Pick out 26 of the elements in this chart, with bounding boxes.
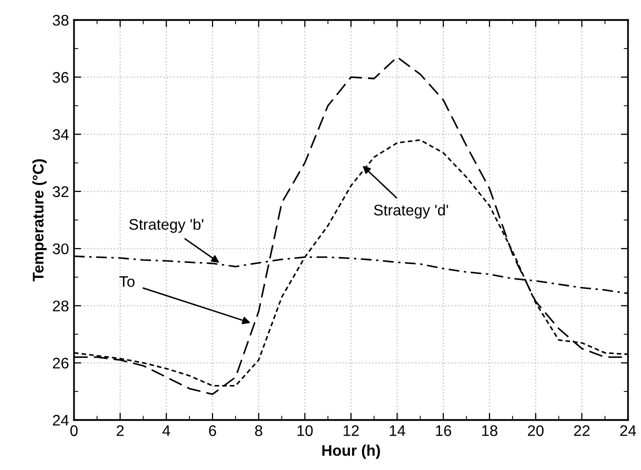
x-tick-label: 10 xyxy=(298,425,313,436)
x-tick-label: 14 xyxy=(390,425,406,436)
y-tick-label: 36 xyxy=(52,72,68,83)
x-tick-label: 0 xyxy=(70,425,78,436)
x-tick-label: 6 xyxy=(209,425,216,436)
x-tick-label: 18 xyxy=(482,425,498,436)
y-tick-label: 34 xyxy=(52,129,69,140)
annotation: To xyxy=(119,276,135,287)
y-axis-title: Temperature (°C) xyxy=(32,159,47,282)
x-tick-label: 22 xyxy=(574,425,590,436)
annotation: Strategy 'b' xyxy=(129,218,204,233)
x-tick-label: 12 xyxy=(344,425,359,436)
x-tick-label: 20 xyxy=(528,425,544,436)
x-tick-label: 4 xyxy=(162,425,170,436)
y-tick-label: 26 xyxy=(52,358,68,369)
y-tick-label: 32 xyxy=(52,186,68,198)
x-axis-title: Hour (h) xyxy=(322,444,380,459)
x-tick-label: 16 xyxy=(436,425,452,436)
x-tick-label: 2 xyxy=(116,425,124,436)
x-tick-label: 24 xyxy=(620,425,636,436)
y-tick-label: 24 xyxy=(52,414,69,426)
annotation: Strategy 'd' xyxy=(374,204,448,219)
y-tick-label: 38 xyxy=(52,14,68,26)
y-tick-label: 28 xyxy=(52,300,68,312)
y-tick-label: 30 xyxy=(52,243,69,254)
x-tick-label: 8 xyxy=(255,425,262,436)
